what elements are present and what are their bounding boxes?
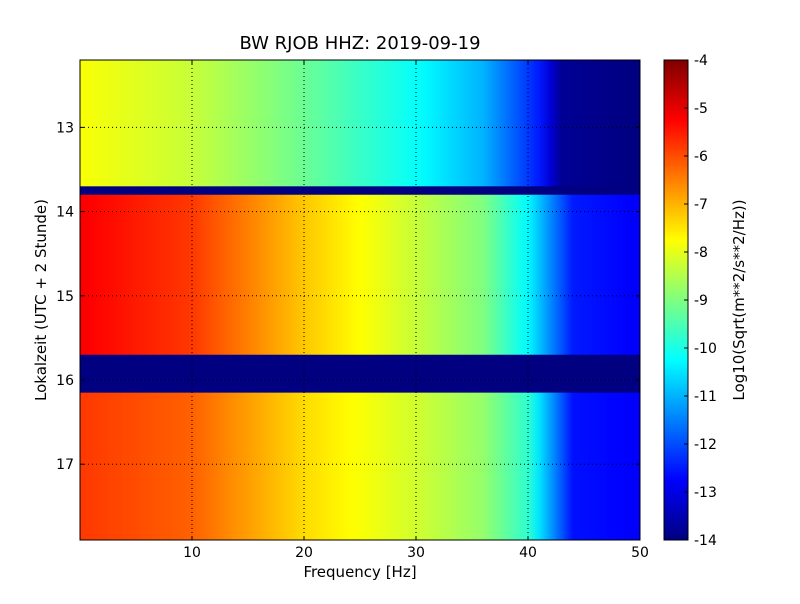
x-axis-ticks: 10 20 30 40 50 bbox=[183, 60, 649, 561]
y-tick-label: 14 bbox=[56, 205, 74, 221]
colorbar-tick-label: -11 bbox=[694, 389, 717, 405]
y-axis-label: Lokalzeit (UTC + 2 Stunde) bbox=[32, 199, 50, 401]
segment-band bbox=[80, 194, 640, 355]
x-axis-label: Frequency [Hz] bbox=[303, 563, 416, 581]
x-tick-label: 50 bbox=[631, 545, 649, 561]
colorbar-tick-label: -5 bbox=[694, 101, 708, 117]
heatmap-segment bbox=[80, 392, 640, 540]
colorbar-tick-label: -10 bbox=[694, 341, 717, 357]
y-tick-label: 13 bbox=[56, 120, 74, 136]
colorbar-ticks: -4 -5 -6 -7 -8 -9 -10 -11 -12 -13 -14 bbox=[684, 53, 717, 549]
colorbar-tick-label: -14 bbox=[694, 533, 717, 549]
colorbar-tick-label: -8 bbox=[694, 245, 708, 261]
grid-lines bbox=[80, 60, 640, 540]
heatmap-segment bbox=[80, 194, 640, 355]
x-tick-label: 30 bbox=[407, 545, 425, 561]
y-axis-ticks: 13 14 15 16 17 bbox=[56, 120, 640, 473]
y-tick-label: 17 bbox=[56, 457, 74, 473]
colorbar-tick-label: -7 bbox=[694, 197, 708, 213]
x-tick-label: 10 bbox=[183, 545, 201, 561]
chart-title: BW RJOB HHZ: 2019-09-19 bbox=[239, 33, 480, 54]
colorbar-tick-label: -12 bbox=[694, 437, 717, 453]
colorbar-tick-label: -9 bbox=[694, 293, 708, 309]
heatmap-area bbox=[80, 60, 640, 540]
x-tick-label: 40 bbox=[519, 545, 537, 561]
colorbar-tick-label: -6 bbox=[694, 149, 708, 165]
colorbar-label: Log10(Sqrt(m**2/s**2/Hz)) bbox=[730, 199, 748, 400]
y-tick-label: 15 bbox=[56, 289, 74, 305]
y-tick-label: 16 bbox=[56, 373, 74, 389]
segment-band bbox=[80, 392, 640, 540]
heatmap-segment bbox=[80, 60, 640, 187]
segment-band bbox=[80, 60, 640, 187]
colorbar-tick-label: -4 bbox=[694, 53, 708, 69]
plot-frame bbox=[79, 59, 641, 541]
x-tick-label: 20 bbox=[295, 545, 313, 561]
colorbar-tick-label: -13 bbox=[694, 485, 717, 501]
